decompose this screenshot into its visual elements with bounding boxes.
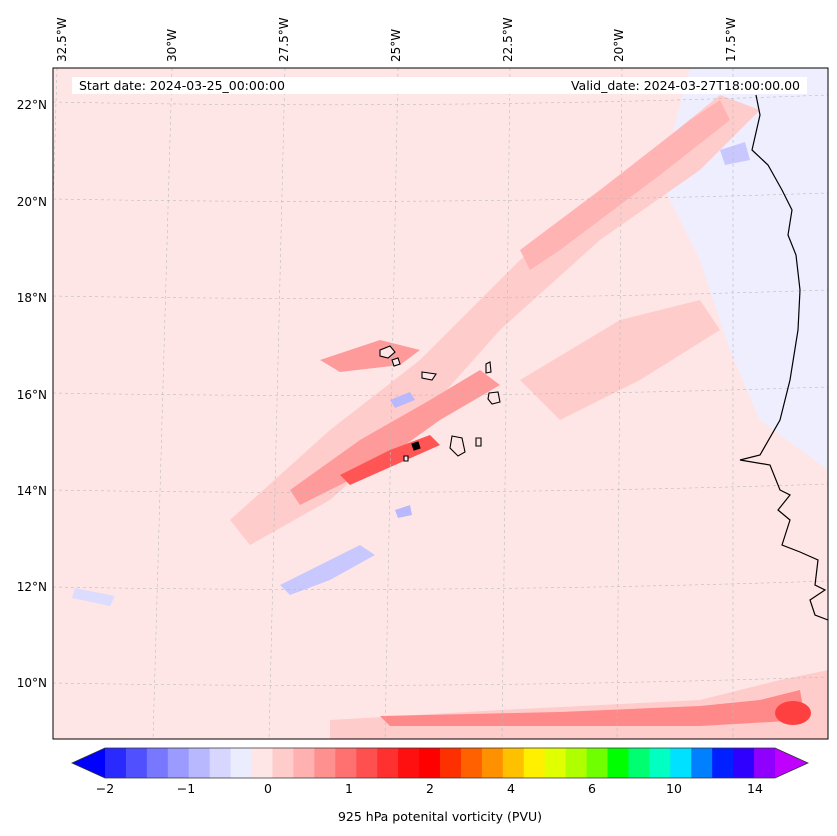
start-date-text: Start date: 2024-03-25_00:00:00 bbox=[79, 78, 285, 93]
pv-band-south-core bbox=[380, 690, 805, 726]
cape-verde-islands bbox=[379, 345, 501, 462]
low-pv-region-east bbox=[660, 68, 828, 470]
lon-label-25w: 25°W bbox=[389, 28, 403, 62]
colorbar-tick-6: 6 bbox=[588, 781, 596, 796]
colorbar-label: 925 hPa potenital vorticity (PVU) bbox=[337, 809, 543, 824]
pv-band-inner bbox=[290, 370, 500, 505]
valid-date-text: Valid_date: 2024-03-27T18:00:00.00 bbox=[570, 78, 800, 93]
colorbar-tick-neg1: −1 bbox=[176, 781, 196, 796]
neg-pv-streak-4 bbox=[720, 142, 750, 165]
graticule bbox=[53, 68, 828, 739]
pv-band-east bbox=[520, 300, 720, 420]
pv-band-ne bbox=[520, 100, 730, 270]
colorbar-tick-neg2: −2 bbox=[95, 781, 115, 796]
lon-label-30w: 30°W bbox=[165, 28, 179, 62]
lon-label-27-5w: 27.5°W bbox=[277, 17, 291, 62]
colorbar-tick-0: 0 bbox=[264, 781, 272, 796]
lat-label-20n: 20°N bbox=[16, 195, 47, 209]
neg-pv-streak-1 bbox=[280, 545, 375, 595]
lat-label-16n: 16°N bbox=[16, 388, 47, 402]
colorbar-tick-10: 10 bbox=[666, 781, 682, 796]
africa-coastline bbox=[739, 94, 828, 621]
colorbar-tick-14: 14 bbox=[747, 781, 763, 796]
lat-label-12n: 12°N bbox=[16, 580, 47, 594]
date-info-box: Start date: 2024-03-25_00:00:00 Valid_da… bbox=[72, 77, 807, 94]
pv-max-south bbox=[775, 701, 811, 725]
lat-label-10n: 10°N bbox=[16, 676, 47, 690]
map-frame bbox=[52, 67, 829, 740]
neg-pv-streak-2 bbox=[390, 392, 415, 408]
lat-label-18n: 18°N bbox=[16, 291, 47, 305]
pv-band-main bbox=[230, 95, 760, 545]
lon-label-17-5w: 17.5°W bbox=[724, 17, 738, 62]
colorbar-tick-2: 2 bbox=[426, 781, 434, 796]
lat-label-22n: 22°N bbox=[16, 98, 47, 112]
neg-pv-streak-5 bbox=[72, 588, 115, 606]
neg-pv-streak-3 bbox=[395, 505, 412, 518]
colorbar-tick-1: 1 bbox=[345, 781, 353, 796]
lon-label-22-5w: 22.5°W bbox=[501, 17, 515, 62]
colorbar-tick-4: 4 bbox=[507, 781, 515, 796]
lat-label-14n: 14°N bbox=[16, 484, 47, 498]
lon-label-32-5w: 32.5°W bbox=[55, 17, 69, 62]
lon-label-20w: 20°W bbox=[612, 28, 626, 62]
